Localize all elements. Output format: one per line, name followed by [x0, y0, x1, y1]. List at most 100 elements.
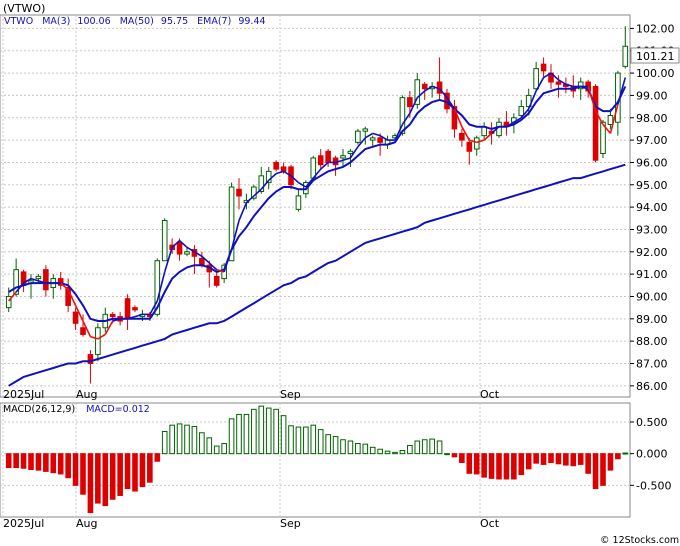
ma3-segment — [112, 318, 121, 322]
candle-down — [213, 275, 220, 286]
candle-up — [251, 186, 257, 199]
ema7-line — [8, 85, 627, 322]
candle-down — [199, 257, 205, 266]
price-tick-label: 100.00 — [636, 67, 675, 80]
ma3-segment — [543, 72, 552, 79]
macd-bar-negative — [124, 453, 131, 489]
macd-tick-label: 0.000 — [636, 448, 668, 461]
candle-down — [555, 81, 562, 85]
macd-bar-negative — [511, 453, 517, 480]
macd-bar-positive — [251, 408, 257, 455]
macd-bar-negative — [87, 453, 94, 514]
macd-bar-positive — [310, 424, 317, 455]
ma3-segment — [290, 175, 299, 184]
macd-bar-positive — [161, 431, 168, 455]
ma3-segment — [550, 72, 559, 81]
price-tick-label: 91.00 — [636, 268, 668, 281]
ma3-segment — [431, 85, 440, 90]
macd-bar-negative — [109, 453, 116, 500]
ma3-segment — [201, 255, 210, 264]
macd-bar-positive — [436, 440, 443, 455]
price-tick-label: 96.00 — [636, 156, 668, 169]
ma3-segment — [587, 86, 597, 112]
ma3-segment — [438, 88, 448, 99]
candle-down — [57, 278, 64, 286]
last-price-box — [630, 47, 680, 64]
macd-bar-positive — [362, 443, 369, 455]
macd-bar-positive — [243, 413, 250, 455]
ma3-segment — [602, 123, 612, 134]
candle-down — [109, 313, 116, 318]
macd-bar-negative — [72, 453, 79, 486]
ma3-segment — [535, 77, 545, 92]
legend-ma3-value: 100.06 — [77, 16, 110, 27]
ma3-segment — [476, 139, 485, 144]
macd-bar-positive — [303, 426, 309, 455]
candle-up — [258, 175, 265, 192]
ma3-segment — [127, 315, 136, 320]
candle-down — [540, 63, 547, 72]
macd-bar-negative — [80, 453, 86, 495]
price-tick-label: 93.00 — [636, 223, 668, 236]
legend-symbol: VTWO — [4, 16, 33, 27]
ma3-segment — [194, 251, 203, 257]
ma3-segment — [312, 168, 322, 179]
macd-bar-positive — [399, 450, 406, 455]
ma3-segment — [82, 320, 92, 338]
macd-bar-positive — [355, 443, 361, 455]
candle-up — [35, 275, 42, 280]
macd-panel: 2025Jul Aug Sep Oct 0.500 0.000 -0.500 — [0, 402, 671, 530]
macd-bar-negative — [615, 453, 621, 460]
macd-bar-negative — [488, 453, 495, 479]
ma3-segment — [394, 124, 404, 141]
macd-bar-positive — [169, 424, 175, 455]
macd-bar-positive — [407, 444, 413, 455]
ma3-segment — [30, 277, 39, 282]
ma3-segment — [520, 108, 530, 119]
price-tick-label: 94.00 — [636, 201, 668, 214]
macd-tick-label: 0.500 — [636, 416, 668, 429]
ma3-segment — [275, 170, 284, 175]
ma3-segment — [364, 132, 374, 139]
legend-ma50-label: MA(50) — [120, 16, 154, 27]
candle-down — [124, 298, 131, 320]
macd-bar-negative — [35, 453, 42, 471]
macd-bar-negative — [154, 453, 161, 462]
macd-bar-positive — [258, 405, 265, 455]
candle-down — [176, 242, 183, 255]
macd-bar-negative — [20, 453, 27, 469]
macd-tick-label: -0.500 — [636, 479, 671, 492]
macd-bar-positive — [622, 452, 629, 455]
candle-up — [347, 150, 354, 155]
price-tick-label: 102.00 — [636, 22, 675, 35]
legend-ema7-label: EMA(7) — [197, 16, 231, 27]
candle-down — [592, 85, 599, 161]
ma3-segment — [409, 97, 419, 114]
candle-down — [87, 354, 94, 364]
ma3-segment — [260, 179, 270, 190]
macd-bar-negative — [57, 453, 64, 475]
candle-down — [377, 137, 383, 143]
candle-down — [280, 166, 287, 172]
ma3-segment — [342, 157, 351, 161]
macd-bar-positive — [236, 413, 242, 455]
price-tick-label: 87.00 — [636, 357, 668, 370]
candle-up — [154, 260, 161, 315]
macd-bar-negative — [555, 453, 562, 465]
ma3-segment — [335, 159, 344, 164]
ma50-line — [8, 163, 626, 387]
candle-up — [95, 327, 101, 356]
ma3-segment — [208, 262, 218, 271]
macd-bar-negative — [50, 453, 57, 474]
macd-bar-positive — [199, 432, 205, 455]
candle-down — [466, 141, 473, 152]
last-price-label: 101.21 — [636, 50, 675, 63]
price-panel: 86.00 87.00 88.00 89.00 90.00 91.00 92.00 93.00… — [0, 14, 675, 401]
macd-bar-negative — [147, 453, 153, 483]
candle-up — [414, 79, 421, 105]
ma3-segment — [558, 79, 567, 85]
ma3-segment — [617, 77, 627, 105]
candle-up — [340, 155, 346, 159]
ma3-segment — [163, 247, 173, 273]
